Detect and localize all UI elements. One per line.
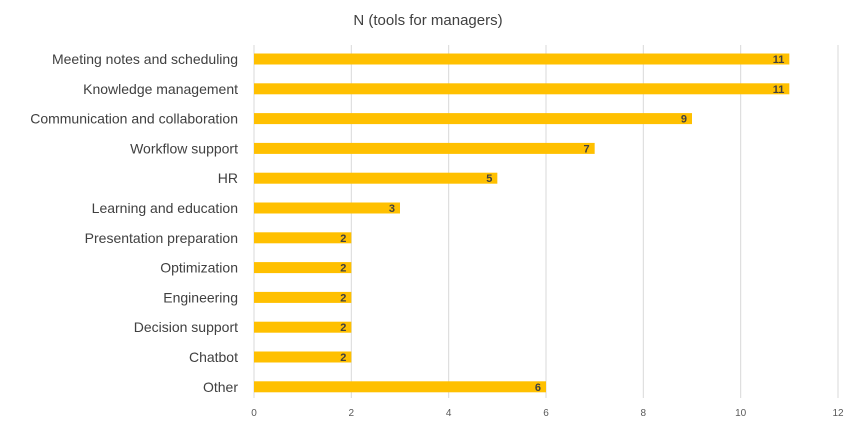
category-label: Meeting notes and scheduling bbox=[52, 51, 238, 67]
x-tick-label: 8 bbox=[641, 408, 647, 419]
category-label: Engineering bbox=[163, 289, 238, 305]
category-label: Presentation preparation bbox=[85, 230, 238, 246]
bar bbox=[254, 232, 352, 244]
bar-value-label: 2 bbox=[340, 292, 346, 304]
x-tick-label: 2 bbox=[349, 408, 355, 419]
bar-value-label: 11 bbox=[773, 84, 785, 96]
gridlines bbox=[253, 45, 839, 398]
bar bbox=[254, 262, 352, 274]
bar-value-label: 2 bbox=[340, 233, 346, 245]
bar bbox=[254, 291, 352, 303]
x-tick-label: 0 bbox=[251, 408, 257, 419]
category-label: Optimization bbox=[160, 260, 238, 276]
bar bbox=[254, 381, 546, 393]
bar-value-label: 6 bbox=[535, 382, 541, 394]
x-tick-label: 12 bbox=[832, 408, 844, 419]
bar bbox=[254, 53, 790, 65]
category-label: Knowledge management bbox=[83, 81, 238, 97]
bar bbox=[254, 83, 790, 95]
bar bbox=[254, 113, 692, 125]
category-label: Decision support bbox=[134, 319, 238, 335]
bar-value-label: 7 bbox=[584, 143, 590, 155]
bar bbox=[254, 142, 595, 154]
category-labels: Meeting notes and scheduling Knowledge ma… bbox=[30, 51, 238, 395]
bars: 11 11 9 7 5 3 2 2 2 2 2 6 bbox=[254, 53, 790, 394]
category-label: Other bbox=[203, 379, 238, 395]
bar-value-label: 2 bbox=[340, 352, 346, 364]
category-label: Chatbot bbox=[189, 349, 238, 365]
bar-value-label: 9 bbox=[681, 114, 687, 126]
x-tick-label: 6 bbox=[543, 408, 549, 419]
category-label: Communication and collaboration bbox=[30, 111, 238, 127]
bar-value-label: 5 bbox=[486, 173, 492, 185]
x-tick-label: 4 bbox=[446, 408, 452, 419]
bar-value-label: 3 bbox=[389, 203, 395, 215]
bar-value-label: 2 bbox=[340, 322, 346, 334]
bar bbox=[254, 321, 352, 333]
bar-value-label: 11 bbox=[773, 54, 785, 66]
bar bbox=[254, 202, 400, 214]
category-label: HR bbox=[218, 170, 238, 186]
chart-title: N (tools for managers) bbox=[353, 12, 502, 29]
bar bbox=[254, 351, 352, 363]
category-label: Workflow support bbox=[130, 140, 238, 156]
bar bbox=[254, 172, 498, 184]
x-tick-label: 10 bbox=[735, 408, 747, 419]
category-label: Learning and education bbox=[92, 200, 238, 216]
bar-value-label: 2 bbox=[340, 263, 346, 275]
x-tick-labels: 0 2 4 6 8 10 12 bbox=[251, 408, 844, 419]
